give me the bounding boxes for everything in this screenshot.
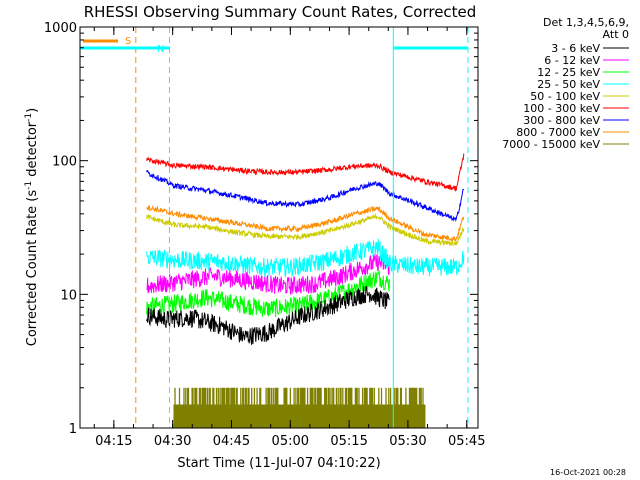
x-tick-label: 04:45 xyxy=(213,434,250,449)
saa-label: S xyxy=(125,36,131,47)
legend-label: 12 - 25 keV xyxy=(537,66,600,79)
legend-label: 100 - 300 keV xyxy=(523,102,600,115)
y-axis-label: Corrected Count Rate (s-1 detector-1) xyxy=(24,108,40,346)
x-tick-label: 04:15 xyxy=(95,434,132,449)
y-tick-label: 100 xyxy=(52,155,77,170)
plot-frame xyxy=(79,26,479,429)
series-line-6-12-kev xyxy=(146,253,390,295)
x-axis-label: Start Time (11-Jul-07 04:10:22) xyxy=(177,456,380,471)
legend-label: 25 - 50 keV xyxy=(537,78,600,91)
night-label: N xyxy=(157,44,164,55)
x-tick-label: 05:00 xyxy=(272,434,309,449)
legend-header-line1: Det 1,3,4,5,6,9, xyxy=(543,16,629,29)
series-line-800-7000-kev xyxy=(146,204,465,243)
legend-header-line2: Att 0 xyxy=(603,28,629,41)
y-tick-label: 10 xyxy=(60,288,77,303)
y-axis-label-sup1: -1 xyxy=(24,181,34,190)
axis-ticks: 04:15 04:30 04:45 05:00 05:15 05:30 05:45 1 10 10… xyxy=(44,21,486,449)
x-tick-label: 05:15 xyxy=(330,434,367,449)
plot-series xyxy=(146,153,465,428)
series-line-300-800-kev xyxy=(146,169,465,222)
y-tick-label: 1 xyxy=(69,422,77,437)
x-tick-label: 05:45 xyxy=(448,434,485,449)
series-line-25-50-kev xyxy=(146,238,465,279)
legend-label: 6 - 12 keV xyxy=(544,54,600,67)
series-line-12-25-kev xyxy=(146,270,390,318)
x-tick-label: 05:30 xyxy=(389,434,426,449)
legend-label: 7000 - 15000 keV xyxy=(502,138,600,151)
y-axis-label-part3: ) xyxy=(25,108,40,113)
series-line-100-300-kev xyxy=(146,153,465,192)
legend-label: 800 - 7000 keV xyxy=(516,126,600,139)
y-tick-label: 1000 xyxy=(44,21,77,36)
y-axis-label-part1: Corrected Count Rate (s xyxy=(25,190,40,347)
y-axis-label-sup2: -1 xyxy=(24,113,34,122)
series-line-3-6-kev xyxy=(146,285,390,345)
footer-timestamp: 16-Oct-2021 00:28 xyxy=(550,468,626,477)
chart-title: RHESSI Observing Summary Count Rates, Co… xyxy=(84,3,477,21)
legend-label: 300 - 800 keV xyxy=(523,114,600,127)
series-line-50-100-kev xyxy=(146,212,465,247)
legend-label: 3 - 6 keV xyxy=(551,42,600,55)
x-tick-label: 04:30 xyxy=(154,434,191,449)
legend-label: 50 - 100 keV xyxy=(530,90,600,103)
y-axis-label-part2: detector xyxy=(25,121,40,181)
